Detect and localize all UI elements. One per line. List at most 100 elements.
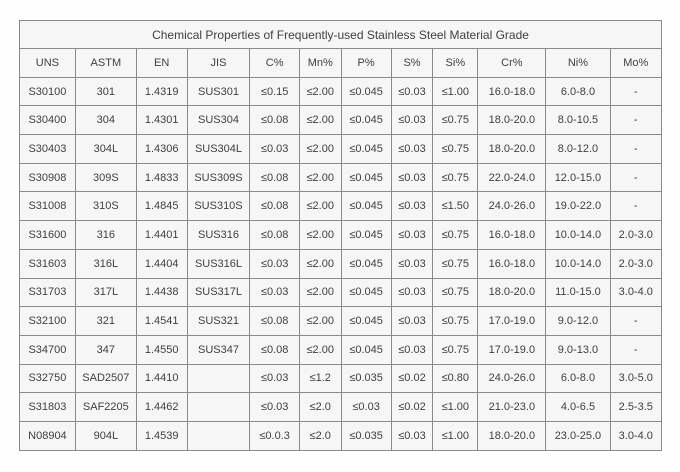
table-cell: ≤2.00: [298, 162, 342, 193]
table-cell: SUS316: [186, 220, 251, 250]
table-cell: 22.0-24.0: [477, 162, 547, 193]
table-cell: ≤2.00: [298, 134, 342, 164]
column-header-c: C%: [249, 48, 300, 78]
table-cell: ≤0.03: [390, 248, 434, 279]
table-cell: 347: [74, 334, 137, 365]
table-cell: ≤0.03: [390, 306, 434, 336]
table-cell: S32750: [19, 363, 76, 394]
table-cell: 304L: [74, 134, 137, 164]
table-row: S32750 SAD2507 1.4410 ≤0.03 ≤1.2 ≤0.035 ≤0.02 ≤…: [19, 363, 663, 394]
table-cell: ≤0.75: [432, 162, 479, 193]
table-cell: ≤0.08: [249, 220, 300, 250]
table-cell: 1.4833: [135, 162, 188, 193]
table-row: S31703 317L 1.4438 SUS317L ≤0.03 ≤2.00 ≤0.045 ≤…: [19, 277, 663, 308]
table-cell: ≤2.00: [298, 277, 342, 308]
table-cell: 12.0-15.0: [545, 162, 611, 193]
column-header-mn: Mn%: [298, 48, 342, 78]
table-cell: SUS304: [186, 105, 251, 136]
table-cell: 21.0-23.0: [477, 392, 547, 422]
table-cell: ≤1.00: [432, 76, 479, 107]
table-cell: 3.0-4.0: [609, 420, 663, 451]
table-cell: N08904: [19, 420, 76, 451]
table-row: N08904 904L 1.4539 ≤0.0.3 ≤2.0 ≤0.035 ≤0.03 ≤1.…: [19, 420, 663, 451]
table-cell: ≤0.08: [249, 334, 300, 365]
table-cell: SUS321: [186, 306, 251, 336]
table-cell: ≤0.03: [390, 191, 434, 222]
table-cell: 18.0-20.0: [477, 105, 547, 136]
table-cell: 2.5-3.5: [609, 392, 663, 422]
table-row: S31008 310S 1.4845 SUS310S ≤0.08 ≤2.00 ≤0.045 ≤…: [19, 191, 663, 222]
table-cell: 9.0-13.0: [545, 334, 611, 365]
table-cell: 1.4438: [135, 277, 188, 308]
table-cell: ≤0.02: [390, 392, 434, 422]
table-cell: ≤0.03: [249, 363, 300, 394]
table-cell: ≤0.045: [340, 76, 392, 107]
table-cell: ≤1.00: [432, 420, 479, 451]
table-cell: 1.4462: [135, 392, 188, 422]
table-cell: 310S: [74, 191, 137, 222]
table-cell: 2.0-3.0: [609, 220, 663, 250]
table-cell: ≤0.75: [432, 134, 479, 164]
table-row: S30100 301 1.4319 SUS301 ≤0.15 ≤2.00 ≤0.045 ≤0.…: [19, 76, 663, 107]
table-cell: ≤1.00: [432, 392, 479, 422]
table-cell: 23.0-25.0: [545, 420, 611, 451]
table-cell: 9.0-12.0: [545, 306, 611, 336]
table-cell: S31600: [19, 220, 76, 250]
table-cell: ≤0.75: [432, 334, 479, 365]
table-cell: 321: [74, 306, 137, 336]
table-cell: ≤0.15: [249, 76, 300, 107]
table-cell: 1.4319: [135, 76, 188, 107]
table-cell: 19.0-22.0: [545, 191, 611, 222]
table-cell: SAD2507: [74, 363, 137, 394]
table-cell: ≤2.00: [298, 306, 342, 336]
table-cell: ≤0.75: [432, 220, 479, 250]
table-cell: ≤0.035: [340, 363, 392, 394]
column-header-astm: ASTM: [74, 48, 137, 78]
table-cell: ≤0.03: [249, 248, 300, 279]
table-cell: ≤0.75: [432, 248, 479, 279]
table-cell: ≤0.03: [390, 162, 434, 193]
table-cell: 1.4410: [135, 363, 188, 394]
table-cell: ≤0.03: [390, 420, 434, 451]
table-cell: 3.0-4.0: [609, 277, 663, 308]
table-cell: ≤2.0: [298, 420, 342, 451]
table-cell: 18.0-20.0: [477, 420, 547, 451]
table-cell: ≤0.045: [340, 334, 392, 365]
table-row: S31600 316 1.4401 SUS316 ≤0.08 ≤2.00 ≤0.045 ≤0.…: [19, 220, 663, 250]
table-cell: 316: [74, 220, 137, 250]
table-cell: 10.0-14.0: [545, 248, 611, 279]
table-cell: -: [609, 105, 663, 136]
column-header-mo: Mo%: [609, 48, 663, 78]
table-cell: ≤2.0: [298, 392, 342, 422]
table-cell: ≤0.045: [340, 191, 392, 222]
table-cell: 24.0-26.0: [477, 363, 547, 394]
column-header-jis: JIS: [186, 48, 251, 78]
column-header-cr: Cr%: [477, 48, 547, 78]
table-cell: ≤0.80: [432, 363, 479, 394]
table-cell: [186, 363, 251, 394]
table-row: S31603 316L 1.4404 SUS316L ≤0.03 ≤2.00 ≤0.045 ≤…: [19, 248, 663, 279]
table-cell: ≤1.50: [432, 191, 479, 222]
table-cell: ≤0.03: [249, 277, 300, 308]
table-cell: 1.4539: [135, 420, 188, 451]
table-cell: 1.4301: [135, 105, 188, 136]
column-header-uns: UNS: [19, 48, 76, 78]
table-cell: SUS317L: [186, 277, 251, 308]
table-cell: 1.4550: [135, 334, 188, 365]
table-cell: S31803: [19, 392, 76, 422]
table-cell: 11.0-15.0: [545, 277, 611, 308]
table-cell: 301: [74, 76, 137, 107]
table-cell: 1.4541: [135, 306, 188, 336]
table-cell: SUS304L: [186, 134, 251, 164]
table-cell: 16.0-18.0: [477, 76, 547, 107]
table-cell: ≤0.08: [249, 105, 300, 136]
table-row: S30400 304 1.4301 SUS304 ≤0.08 ≤2.00 ≤0.045 ≤0.…: [19, 105, 663, 136]
column-header-si: Si%: [432, 48, 479, 78]
table-cell: 1.4404: [135, 248, 188, 279]
table-row: S31803 SAF2205 1.4462 ≤0.03 ≤2.0 ≤0.03 ≤0.02 ≤1…: [19, 392, 663, 422]
table-cell: 317L: [74, 277, 137, 308]
table-row: S30403 304L 1.4306 SUS304L ≤0.03 ≤2.00 ≤0.045 ≤…: [19, 134, 663, 164]
table-cell: S31008: [19, 191, 76, 222]
table-cell: S34700: [19, 334, 76, 365]
